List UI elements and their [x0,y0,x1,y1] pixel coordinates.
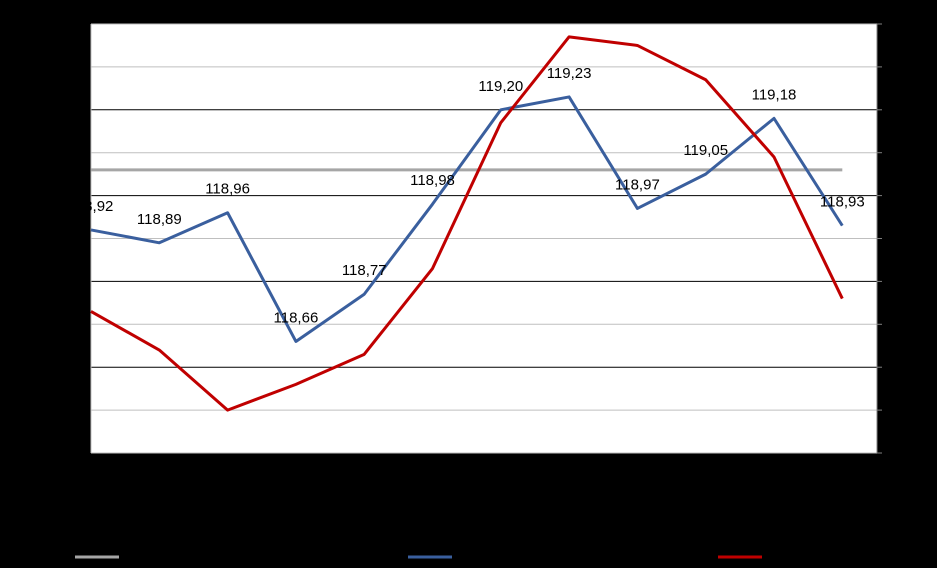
data-label: 118,97 [615,176,660,193]
data-label: 119,05 [683,142,728,159]
data-label: 118,89 [137,211,182,228]
data-label: 118,92 [69,198,114,215]
data-label: 118,66 [274,309,319,326]
data-label: 119,18 [752,86,797,103]
data-label: 118,93 [820,194,865,211]
data-label: 118,98 [410,172,455,189]
data-label: 118,77 [342,262,387,279]
series-line [90,95,844,343]
data-label: 119,23 [547,65,592,82]
data-label: 118,96 [205,181,250,198]
series-line [90,35,844,412]
data-label: 119,20 [478,78,523,95]
